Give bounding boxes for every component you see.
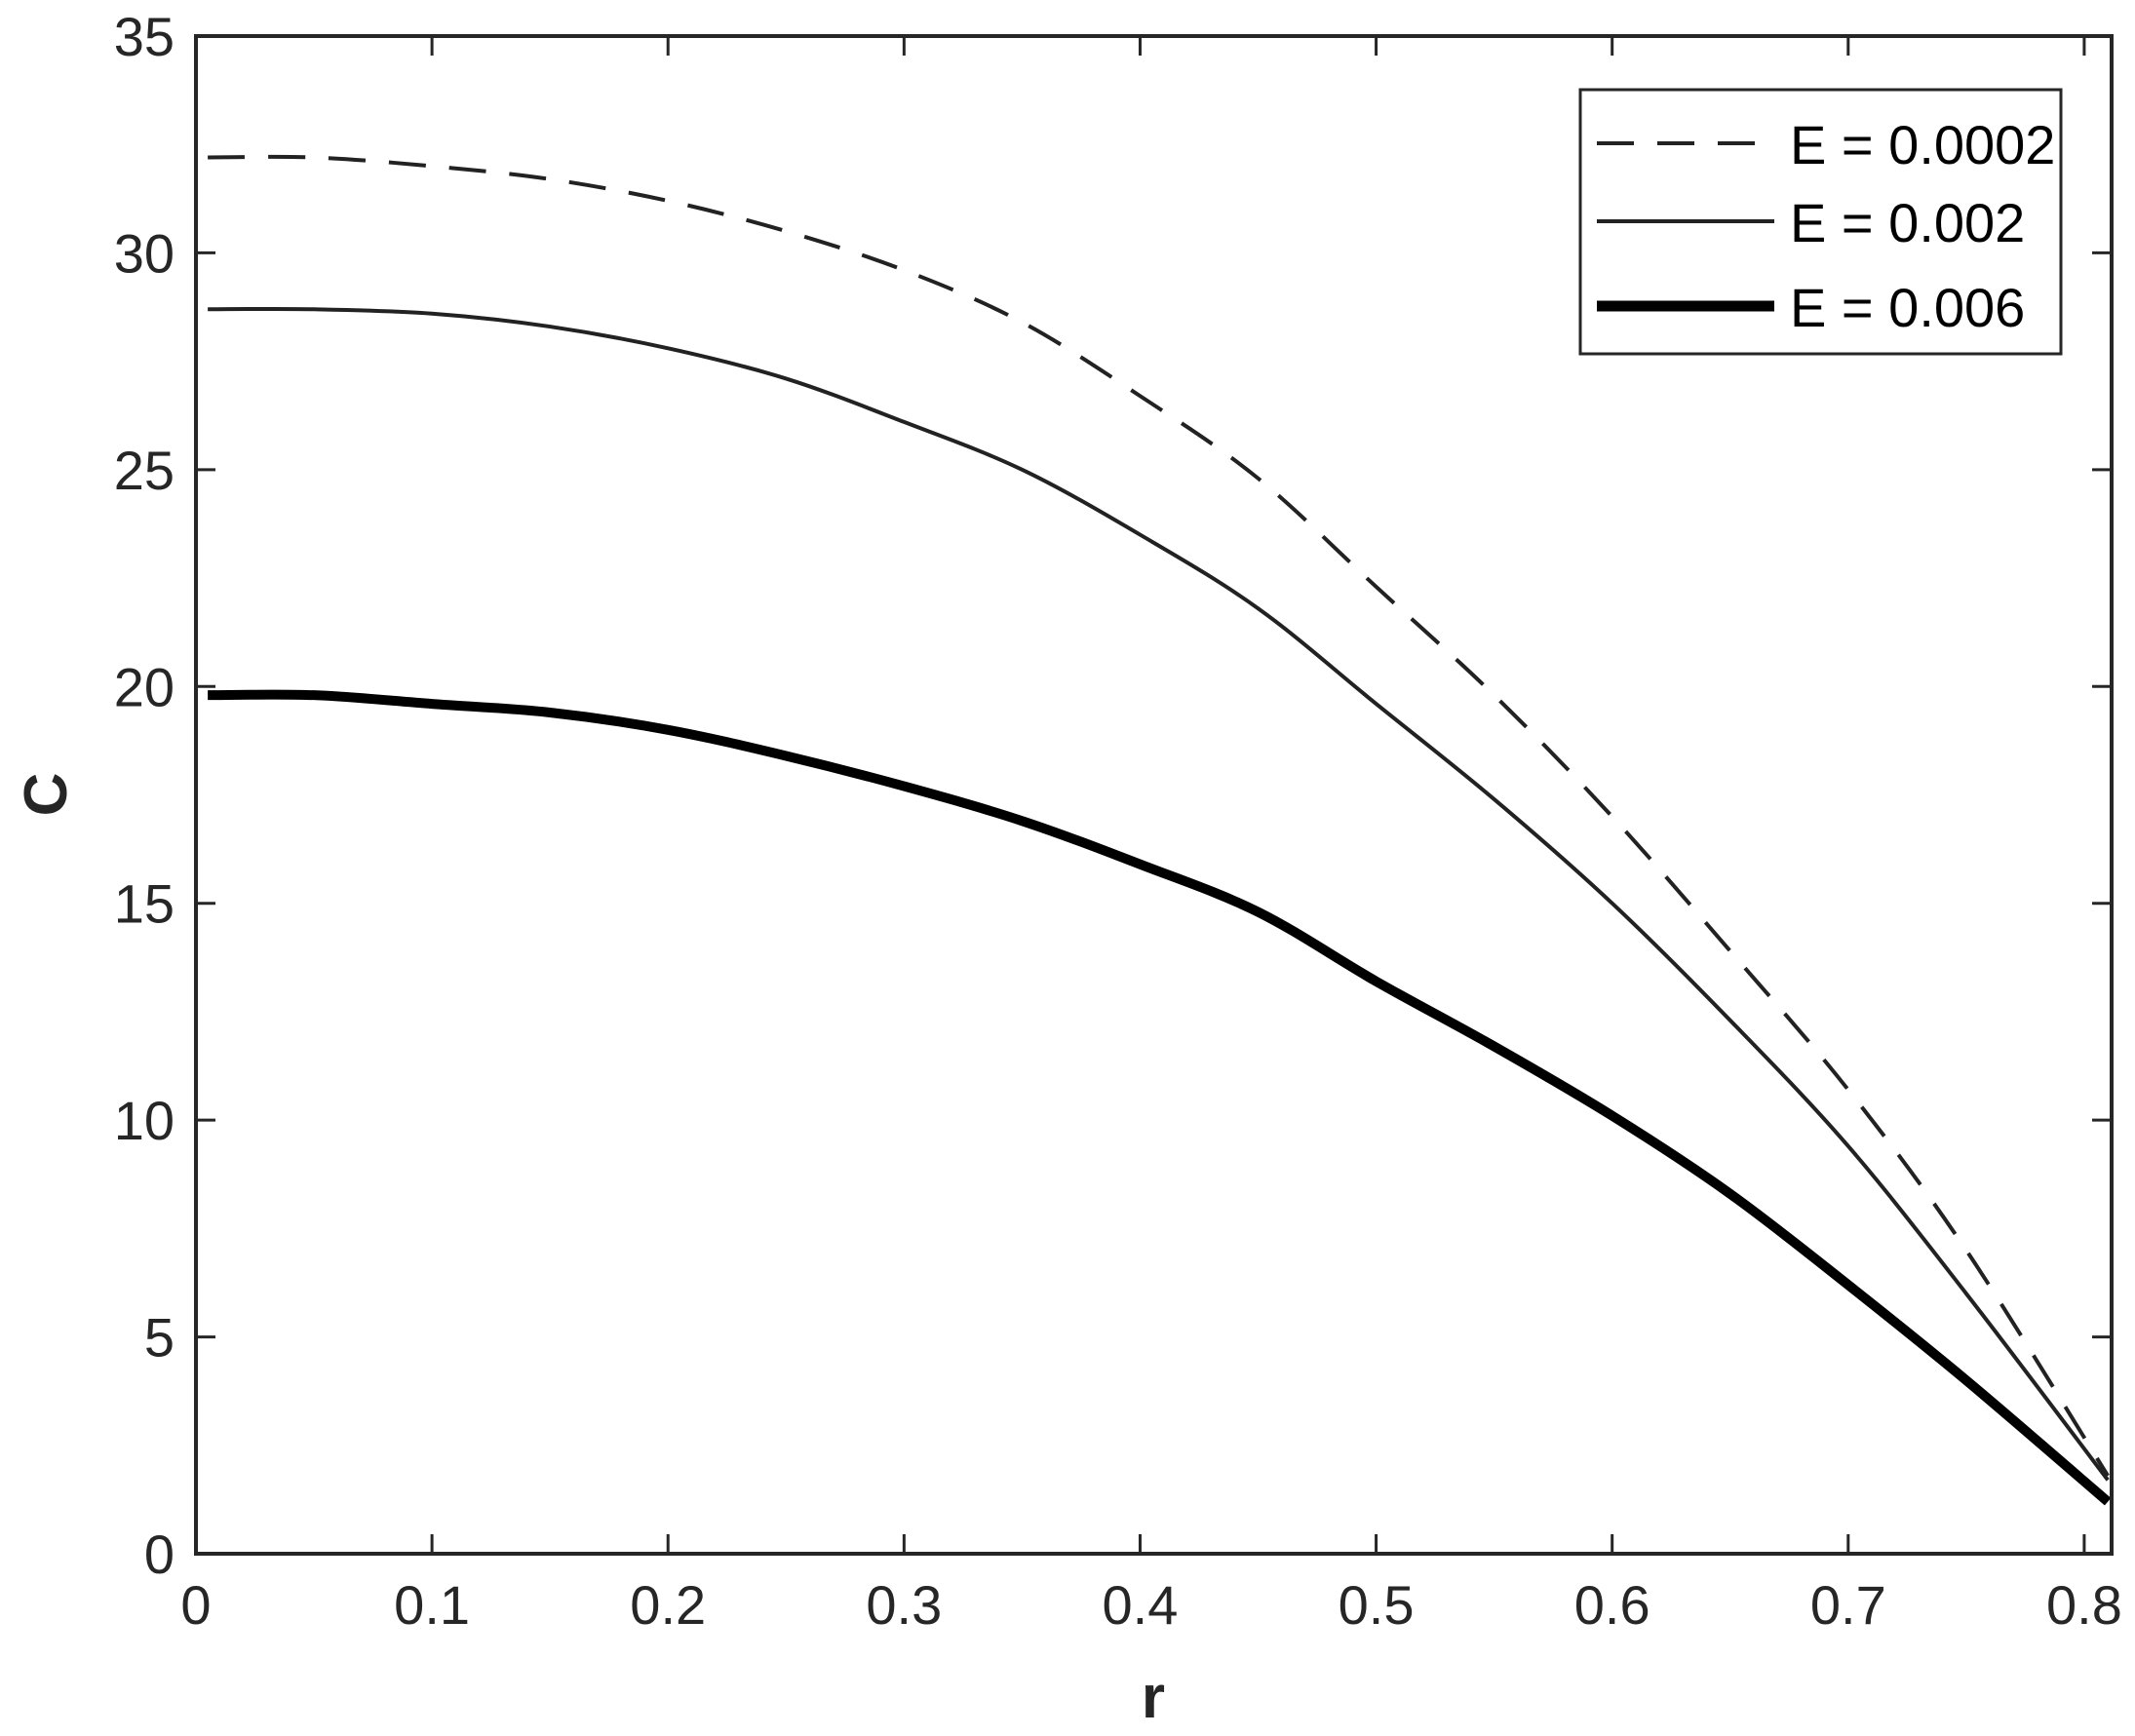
y-tick-label: 35 — [114, 6, 175, 67]
x-tick-label: 0.4 — [1103, 1574, 1179, 1636]
x-tick-label: 0.7 — [1810, 1574, 1886, 1636]
y-tick-label: 10 — [114, 1090, 175, 1151]
y-tick-label: 25 — [114, 440, 175, 501]
curves — [208, 154, 2112, 1506]
y-tick-label: 0 — [144, 1524, 175, 1585]
series-line-1 — [208, 306, 2110, 1482]
x-tick-label: 0.3 — [866, 1574, 942, 1636]
x-tick-label: 0 — [180, 1574, 211, 1636]
x-tick-label: 0.2 — [630, 1574, 706, 1636]
x-tick-label: 0.8 — [2046, 1574, 2122, 1636]
ticks: 0 0.1 0.2 0.3 0.4 0.5 0.6 0.7 0.8 0 5 10 15 20 25 30 35 — [114, 6, 2122, 1636]
x-tick-label: 0.6 — [1574, 1574, 1650, 1636]
legend-label-1: E = 0.002 — [1790, 192, 2025, 253]
plot-frame — [194, 34, 2114, 1556]
legend-label-2: E = 0.006 — [1790, 277, 2025, 338]
y-tick-label: 30 — [114, 222, 175, 284]
y-tick-label: 5 — [144, 1307, 175, 1369]
y-tick-label: 20 — [114, 656, 175, 717]
x-axis-label: r — [1142, 1664, 1165, 1731]
x-tick-label: 0.1 — [394, 1574, 470, 1636]
y-tick-label: 15 — [114, 873, 175, 935]
legend-label-0: E = 0.0002 — [1790, 114, 2055, 175]
y-axis-label: C — [13, 773, 80, 817]
legend: E = 0.0002 E = 0.002 E = 0.006 — [1578, 88, 2063, 356]
series-line-2 — [208, 689, 2112, 1506]
x-tick-label: 0.5 — [1339, 1574, 1415, 1636]
